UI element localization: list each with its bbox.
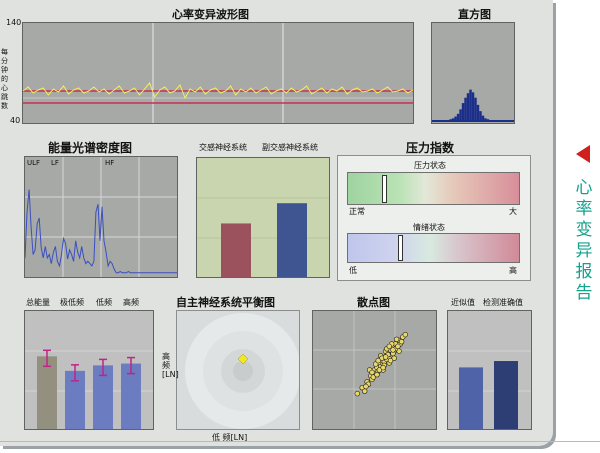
energy-chart xyxy=(25,349,153,429)
histogram-panel xyxy=(431,22,515,124)
autonomic-chart xyxy=(197,197,329,277)
histogram-bar xyxy=(489,120,492,121)
stress-index-title: 压力指数 xyxy=(406,141,455,155)
pressure-right-label: 大 xyxy=(509,207,517,216)
psd-title: 能量光谱密度图 xyxy=(48,141,133,155)
ans-y-label: 高 频[LN] xyxy=(162,352,179,379)
approx-label: 近似值 xyxy=(451,298,475,307)
scatter-title: 散点图 xyxy=(357,296,390,309)
energy-bar-3 xyxy=(121,363,141,429)
pressure-gauge xyxy=(347,172,520,205)
autonomic-bar-0 xyxy=(221,223,251,277)
approx-bar-0 xyxy=(459,367,483,429)
pressure-left-label: 正常 xyxy=(349,207,365,216)
bottom-divider xyxy=(0,441,600,442)
band-label-lf: LF xyxy=(51,159,59,167)
y-min-label: 40 xyxy=(10,116,21,125)
scatter-point xyxy=(393,336,400,342)
scatter-point xyxy=(398,339,405,345)
energy-bar-1 xyxy=(65,370,85,429)
scatter-point xyxy=(380,364,386,371)
emotion-gauge xyxy=(347,233,520,263)
emotion-marker xyxy=(397,235,403,261)
histogram-bar xyxy=(469,89,472,121)
scatter-point xyxy=(382,354,389,360)
side-report-title: 心率变异报告 xyxy=(575,178,593,303)
histogram-bar xyxy=(454,116,457,121)
sympathetic-label: 交感神经系统 xyxy=(199,143,247,152)
histogram-bar xyxy=(484,118,487,121)
psd-chart xyxy=(24,157,177,277)
histogram-bar xyxy=(476,104,480,121)
ans-balance-panel xyxy=(176,310,301,430)
ans-balance-title: 自主神经系统平衡图 xyxy=(176,296,275,309)
autonomic-bar-1 xyxy=(277,203,307,277)
y-max-label: 140 xyxy=(6,18,22,27)
histogram-bar xyxy=(479,111,482,121)
lf-label: 低频 xyxy=(96,298,112,307)
approx-bar-1 xyxy=(494,361,518,429)
emotion-state-label: 情绪状态 xyxy=(413,223,445,232)
energy-bar-2 xyxy=(93,365,113,429)
histogram-chart xyxy=(432,89,514,122)
emotion-left-label: 低 xyxy=(349,266,357,275)
scatter-point xyxy=(354,390,360,397)
histogram-bar xyxy=(456,113,460,121)
histogram-title: 直方图 xyxy=(458,8,491,21)
energy-bar-0 xyxy=(37,356,57,429)
ans-x-label: 低 频[LN] xyxy=(212,433,248,442)
histogram-bar xyxy=(471,92,475,121)
balance-ring-core xyxy=(233,361,253,381)
scatter-point xyxy=(374,371,380,378)
scatter-point xyxy=(376,367,383,373)
red-arrow-icon xyxy=(576,145,590,163)
scatter-chart xyxy=(313,311,436,429)
scatter-point xyxy=(361,388,368,394)
energy-panel xyxy=(24,310,154,430)
total-energy-label: 总能量 xyxy=(26,298,50,307)
histogram-bar xyxy=(459,109,462,121)
histogram-bar xyxy=(449,119,452,121)
histogram-bar xyxy=(466,93,470,121)
scatter-point xyxy=(369,369,375,376)
scatter-point xyxy=(386,343,393,350)
psd-series-line xyxy=(24,189,177,274)
scatter-point xyxy=(375,357,381,364)
histogram-bar xyxy=(474,97,477,121)
band-label-hf: HF xyxy=(105,159,115,167)
vlf-label: 极低频 xyxy=(60,298,84,307)
autonomic-panel xyxy=(196,157,330,278)
hrv-waveform-panel xyxy=(22,22,414,124)
scatter-point xyxy=(387,357,394,364)
ans-balance-chart xyxy=(185,313,301,429)
approx-chart xyxy=(448,350,531,429)
y-axis-label: 每分钟的心跳数 xyxy=(1,48,8,110)
histogram-bar xyxy=(451,118,455,121)
histogram-bar xyxy=(464,97,467,121)
scatter-point xyxy=(390,347,396,353)
hf-label: 高频 xyxy=(123,298,139,307)
pressure-state-label: 压力状态 xyxy=(414,161,446,170)
hrv-waveform-chart xyxy=(22,23,414,123)
accurate-label: 检测准确值 xyxy=(483,298,523,307)
approx-panel xyxy=(447,310,532,430)
pressure-marker xyxy=(382,175,388,203)
histogram-bar xyxy=(481,115,485,121)
hrv-series-line xyxy=(22,82,414,100)
emotion-right-label: 高 xyxy=(509,266,517,275)
scatter-point xyxy=(363,383,369,390)
scatter-panel xyxy=(312,310,437,430)
balance-point-marker xyxy=(237,353,249,365)
band-label-ulf: ULF xyxy=(27,159,41,167)
histogram-bar xyxy=(461,103,465,121)
scatter-point xyxy=(395,343,401,350)
histogram-bar xyxy=(486,119,490,121)
hrv-waveform-title: 心率变异波形图 xyxy=(172,8,249,21)
scatter-point xyxy=(402,331,409,338)
parasympathetic-label: 副交感神经系统 xyxy=(262,143,318,152)
psd-panel: ULF LF HF xyxy=(24,156,178,278)
histogram-bar xyxy=(446,120,450,121)
